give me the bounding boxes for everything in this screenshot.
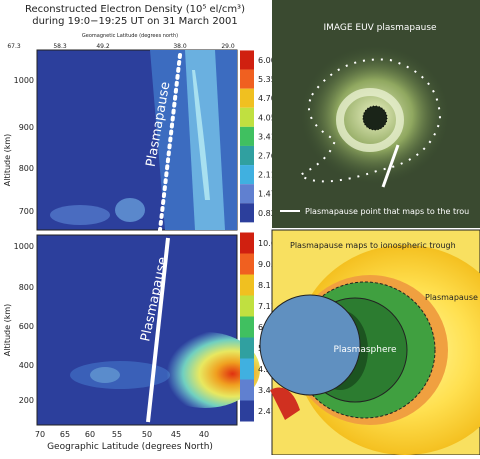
top-axis-label: Geomagnetic Latitude (degrees north)	[82, 33, 178, 39]
colorbar-label: 4.70	[258, 94, 276, 103]
colorbar-segment	[240, 316, 254, 338]
colorbar-segment	[240, 88, 254, 108]
top-tick-label: 29.0	[221, 43, 235, 50]
colorbar-segment	[240, 145, 254, 166]
colorbar-label: 9.05	[258, 260, 276, 269]
euv-image: IMAGE EUV plasmapause Plasmapause point …	[272, 0, 480, 228]
colorbar-segment	[240, 50, 254, 70]
top-tick-label: 49.2	[96, 43, 110, 50]
y-tick-label: 1000	[14, 242, 34, 251]
colorbar-label: 4.05	[258, 113, 276, 122]
colorbar-label: 7.17	[258, 302, 276, 311]
colorbar-label: 10.0	[258, 239, 276, 248]
colorbar-segment	[240, 274, 254, 296]
upper-colorbar: 6.00 5.35 4.70 4.05 3.41 2.76 2.11 1.47 0.82	[240, 50, 276, 223]
colorbar-label: 5.35	[258, 75, 276, 84]
colorbar-segment	[240, 107, 254, 127]
lower-plot	[36, 234, 260, 426]
x-tick-label: 45	[171, 430, 181, 439]
colorbar-segment	[240, 126, 254, 146]
colorbar-segment	[240, 295, 254, 317]
y-tick-label: 600	[19, 322, 34, 331]
x-tick-label: 70	[35, 430, 45, 439]
y-label: Altitude (km)	[3, 304, 12, 356]
colorbar-segment	[240, 253, 254, 275]
colorbar-segment	[240, 337, 254, 359]
top-tick-label: 67.3	[7, 43, 21, 50]
x-tick-label: 55	[112, 430, 122, 439]
y-tick-label: 800	[19, 283, 34, 292]
y-tick-label: 800	[19, 164, 34, 173]
colorbar-label: 3.41	[258, 386, 276, 395]
colorbar-label: 2.47	[258, 407, 276, 416]
colorbar-label: 0.82	[258, 209, 276, 218]
x-tick-label: 50	[142, 430, 152, 439]
colorbar-label: 1.47	[258, 190, 276, 199]
y-tick-label: 200	[19, 396, 34, 405]
y-tick-label: 700	[19, 207, 34, 216]
title: Reconstructed Electron Density (10⁵ el/c…	[25, 4, 245, 15]
x-tick-label: 60	[85, 430, 95, 439]
x-tick-label: 40	[199, 430, 209, 439]
top-tick-label: 58.3	[53, 43, 67, 50]
colorbar-label: 3.41	[258, 132, 276, 141]
plasmasphere-label: Plasmasphere	[333, 345, 397, 355]
colorbar-label: 2.76	[258, 152, 276, 161]
colorbar-segment	[240, 232, 254, 254]
plasmapause-label: Plasmapause	[425, 293, 478, 302]
y-tick-label: 1000	[14, 76, 34, 85]
colorbar-label: 8.11	[258, 281, 276, 290]
colorbar-segment	[240, 203, 254, 223]
euv-title: IMAGE EUV plasmapause	[323, 23, 437, 33]
y-tick-label: 900	[19, 123, 34, 132]
upper-plot	[36, 49, 238, 232]
x-tick-label: 65	[60, 430, 70, 439]
y-tick-label: 400	[19, 361, 34, 370]
colorbar-label: 2.11	[258, 171, 276, 180]
x-label: Geographic Latitude (degrees North)	[47, 442, 213, 452]
diagram: Plasmapause maps to ionospheric trough P…	[259, 229, 480, 456]
colorbar-segment	[240, 400, 254, 422]
colorbar-segment	[240, 184, 254, 204]
y-label: Altitude (km)	[3, 134, 12, 186]
callout: Plasmapause maps to ionospheric trough	[290, 241, 456, 250]
colorbar-label: 6.00	[258, 56, 276, 65]
colorbar-segment	[240, 358, 254, 380]
colorbar-segment	[240, 379, 254, 401]
colorbar-segment	[240, 69, 254, 89]
subtitle: during 19:0−19:25 UT on 31 March 2001	[32, 16, 238, 27]
colorbar-segment	[240, 165, 254, 185]
top-tick-label: 38.0	[173, 43, 187, 50]
euv-legend: Plasmapause point that maps to the trou	[305, 207, 469, 216]
